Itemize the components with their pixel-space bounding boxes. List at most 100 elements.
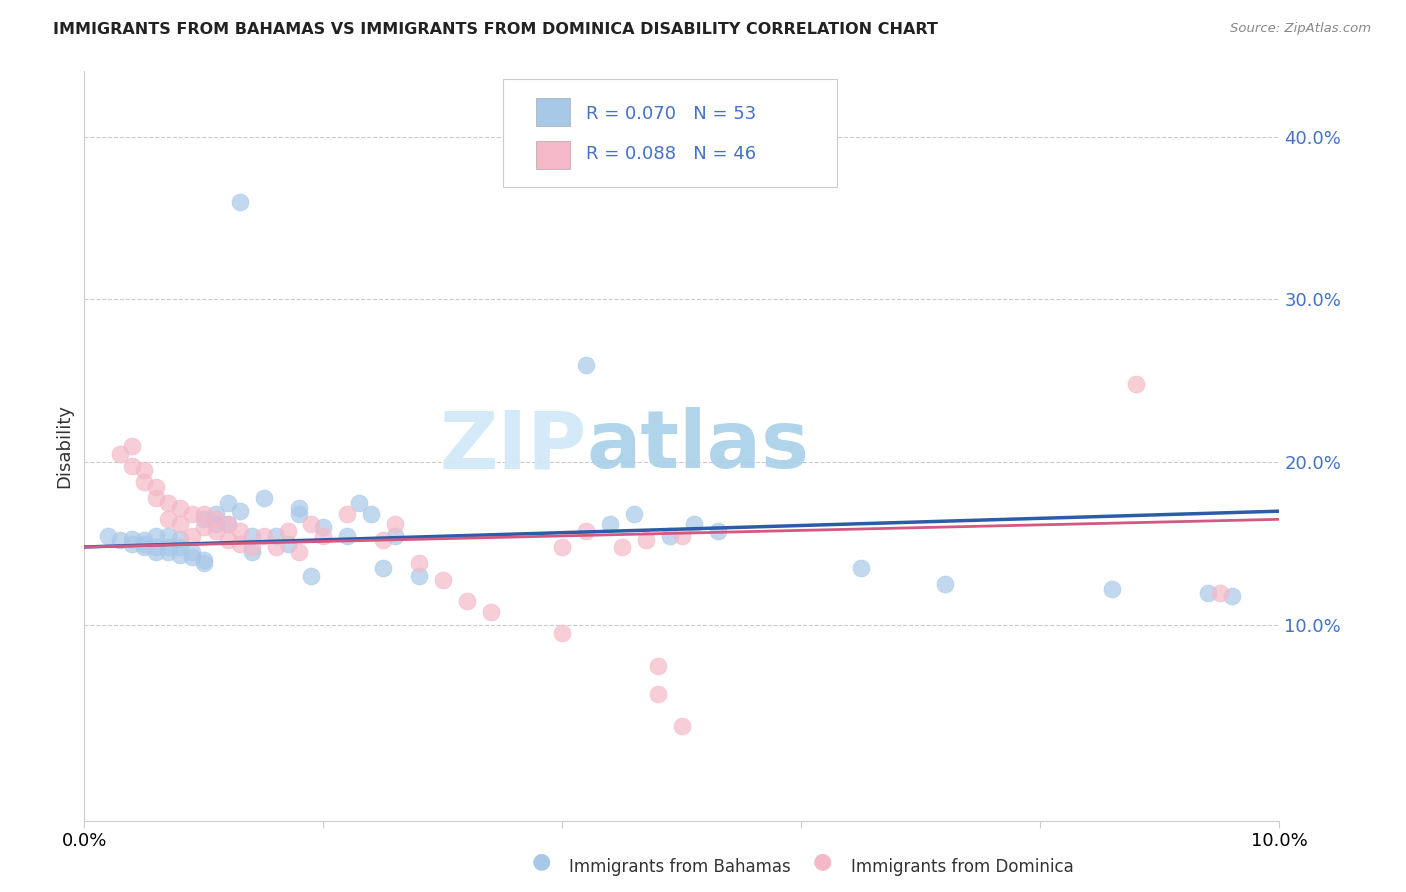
Point	[205, 512, 228, 526]
Point	[157, 540, 180, 554]
Point	[373, 533, 395, 548]
Point	[432, 573, 454, 587]
Text: Immigrants from Bahamas: Immigrants from Bahamas	[569, 858, 792, 876]
Point	[228, 504, 252, 518]
Point	[217, 496, 239, 510]
Point	[253, 528, 276, 542]
Point	[169, 540, 191, 554]
Point	[132, 537, 156, 551]
Point	[599, 517, 621, 532]
Point	[169, 517, 191, 532]
Point	[193, 512, 215, 526]
Point	[612, 540, 634, 554]
Point	[193, 556, 215, 570]
Point	[132, 533, 156, 548]
Point	[1197, 585, 1219, 599]
Point	[575, 358, 598, 372]
Point	[1209, 585, 1232, 599]
Point	[384, 517, 406, 532]
Point	[408, 556, 430, 570]
Point	[181, 545, 204, 559]
Point	[169, 548, 191, 562]
Point	[145, 491, 167, 505]
Point	[253, 491, 276, 505]
Point	[132, 540, 156, 554]
Text: ●: ●	[813, 851, 832, 871]
Point	[217, 517, 239, 532]
Text: IMMIGRANTS FROM BAHAMAS VS IMMIGRANTS FROM DOMINICA DISABILITY CORRELATION CHART: IMMIGRANTS FROM BAHAMAS VS IMMIGRANTS FR…	[53, 22, 938, 37]
Point	[121, 537, 143, 551]
Point	[205, 508, 228, 522]
Point	[851, 561, 873, 575]
Point	[647, 659, 669, 673]
FancyBboxPatch shape	[503, 78, 838, 187]
Point	[408, 569, 430, 583]
Point	[157, 528, 180, 542]
Text: Immigrants from Dominica: Immigrants from Dominica	[851, 858, 1073, 876]
Point	[1220, 589, 1243, 603]
Point	[623, 508, 645, 522]
Point	[205, 524, 228, 538]
Text: Source: ZipAtlas.com: Source: ZipAtlas.com	[1230, 22, 1371, 36]
Point	[228, 194, 252, 209]
Point	[145, 545, 167, 559]
Point	[312, 520, 335, 534]
Point	[671, 528, 693, 542]
Point	[240, 528, 263, 542]
Point	[288, 508, 311, 522]
Point	[240, 540, 263, 554]
Point	[384, 528, 406, 542]
Point	[157, 496, 180, 510]
Point	[934, 577, 956, 591]
Point	[636, 533, 658, 548]
Point	[169, 532, 191, 546]
Point	[373, 561, 395, 575]
Point	[97, 528, 120, 542]
Point	[336, 508, 359, 522]
Point	[301, 517, 323, 532]
Text: R = 0.088   N = 46: R = 0.088 N = 46	[586, 145, 756, 162]
Point	[575, 524, 598, 538]
Point	[193, 508, 215, 522]
Point	[264, 528, 287, 542]
Point	[659, 528, 682, 542]
Point	[288, 545, 311, 559]
Point	[707, 524, 730, 538]
Point	[193, 520, 215, 534]
Point	[301, 569, 323, 583]
Point	[671, 719, 693, 733]
Point	[551, 626, 574, 640]
Point	[647, 687, 669, 701]
Point	[349, 496, 371, 510]
Point	[240, 545, 263, 559]
Text: atlas: atlas	[586, 407, 810, 485]
Point	[277, 537, 299, 551]
Point	[157, 545, 180, 559]
Point	[181, 528, 204, 542]
Point	[683, 517, 706, 532]
Point	[456, 593, 478, 607]
Point	[169, 500, 191, 515]
Point	[132, 475, 156, 489]
Point	[181, 508, 204, 522]
Point	[1101, 582, 1123, 597]
Point	[145, 480, 167, 494]
Point	[264, 540, 287, 554]
Point	[193, 553, 215, 567]
Point	[336, 528, 359, 542]
Point	[205, 517, 228, 532]
Point	[1125, 377, 1147, 392]
Point	[217, 517, 239, 532]
Point	[121, 439, 143, 453]
Point	[312, 528, 335, 542]
Bar	[536, 142, 569, 169]
Point	[145, 528, 167, 542]
Point	[121, 532, 143, 546]
Y-axis label: Disability: Disability	[55, 404, 73, 488]
Point	[277, 524, 299, 538]
Point	[145, 540, 167, 554]
Point	[217, 533, 239, 548]
Point	[551, 540, 574, 554]
Point	[181, 549, 204, 564]
Text: ZIP: ZIP	[439, 407, 586, 485]
